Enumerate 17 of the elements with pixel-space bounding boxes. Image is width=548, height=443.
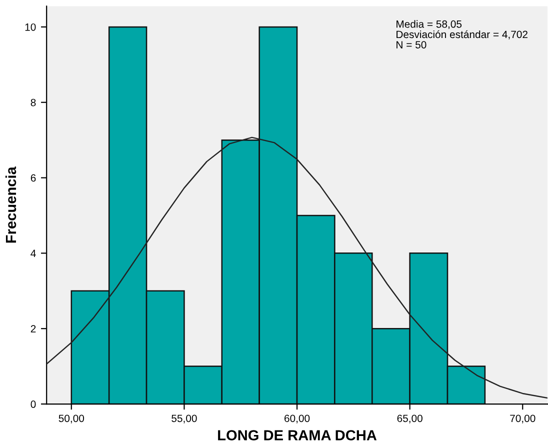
x-tick-label: 55,00 (172, 414, 197, 424)
x-tick-label: 65,00 (397, 414, 422, 424)
y-tick-label: 8 (30, 98, 36, 106)
annotation: N = 50 (396, 41, 426, 48)
line-series (46, 136, 548, 399)
y-tick-label: 10 (25, 23, 36, 31)
annotation: Desviación estándar = 4,702 (396, 30, 528, 40)
x-tick-label: 70,00 (510, 414, 536, 424)
x-tick-label: 50,00 (58, 414, 84, 424)
y-tick-label: 0 (30, 400, 36, 408)
annotation: Media = 58,05 (396, 20, 462, 30)
y-tick-label: 2 (30, 325, 36, 332)
x-tick-label: 60,00 (284, 414, 310, 424)
y-tick-label: 6 (30, 174, 36, 182)
y-tick-label: 4 (30, 250, 36, 257)
y-axis-title: Frecuencia (5, 166, 16, 243)
x-axis-title: LONG DE RAMA DCHA (218, 430, 377, 440)
